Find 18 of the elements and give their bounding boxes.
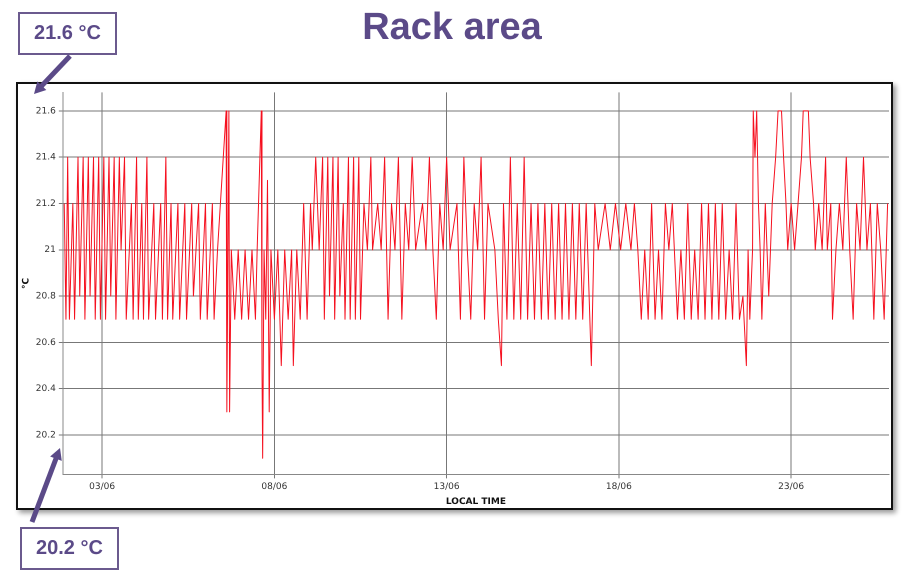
x-tick-label: 08/06 [261,482,288,492]
chart-title: Rack area [362,6,542,48]
x-tick-label: 18/06 [606,482,632,492]
y-tick-label: 20.8 [36,291,56,302]
y-tick-label: 20.2 [36,430,56,440]
y-tick-label: 21.6 [36,106,56,116]
x-tick-label: 03/06 [89,482,116,492]
x-tick-label: 23/06 [778,482,804,492]
y-tick-label: 21.4 [36,152,56,163]
x-axis-title: LOCAL TIME [446,496,506,507]
y-tick-label: 20.4 [36,384,56,394]
x-tick-label: 13/06 [434,482,460,492]
text: 21.6 °C [18,12,117,55]
y-tick-label: 21 [44,245,56,256]
y-tick-label: 20.6 [36,338,56,348]
y-tick-label: 21.2 [36,198,56,209]
y-axis-title: °C [22,277,32,289]
text: 20.2 °C [20,527,119,570]
